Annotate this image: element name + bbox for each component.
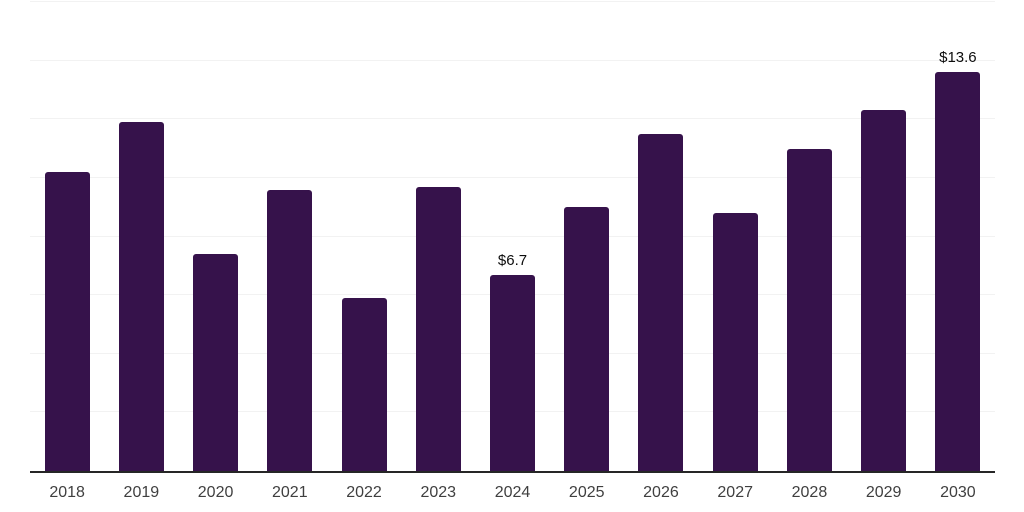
x-tick-label-2030: 2030	[940, 484, 976, 501]
gridline	[30, 59, 995, 61]
bar-2023	[415, 186, 461, 471]
bar-2018	[44, 172, 90, 471]
x-tick-label-2023: 2023	[420, 484, 457, 501]
gridline	[30, 118, 995, 120]
x-tick-label-2019: 2019	[123, 484, 160, 501]
x-tick-label-2026: 2026	[643, 484, 679, 501]
bar-value-label-2024: $6.7	[497, 251, 528, 269]
x-tick-label-2022: 2022	[346, 484, 382, 501]
x-tick-label-2024: 2024	[494, 484, 531, 501]
bar-2021	[267, 189, 313, 471]
bar-2025	[564, 207, 610, 471]
bar-2022	[341, 298, 387, 471]
x-tick-label-2020: 2020	[197, 484, 234, 501]
gridline	[30, 1, 995, 2]
x-tick-label-2029: 2029	[865, 484, 902, 501]
x-axis-line	[30, 471, 995, 473]
bar-2026	[638, 133, 684, 471]
bar-2029	[861, 110, 907, 471]
gridline	[30, 235, 995, 237]
bar-value-label-2030: $13.6	[939, 49, 977, 67]
bar-2024	[490, 274, 535, 471]
bar-2019	[118, 122, 164, 471]
x-tick-label-2028: 2028	[791, 484, 828, 501]
bar-2027	[712, 213, 758, 471]
gridline	[30, 176, 995, 178]
bar-2030	[935, 72, 981, 471]
x-tick-label-2027: 2027	[717, 484, 753, 501]
x-axis: 2018 2019 2020 2021 2022 2023 2024 2025 2026 2027…	[30, 485, 995, 507]
x-tick-label-2018: 2018	[49, 484, 85, 501]
x-tick-label-2021: 2021	[272, 484, 308, 501]
x-tick-label-2025: 2025	[568, 484, 605, 501]
plot-area: $6.7 $13.6	[30, 1, 995, 473]
bar-2028	[786, 148, 832, 471]
bar-2020	[193, 254, 239, 471]
